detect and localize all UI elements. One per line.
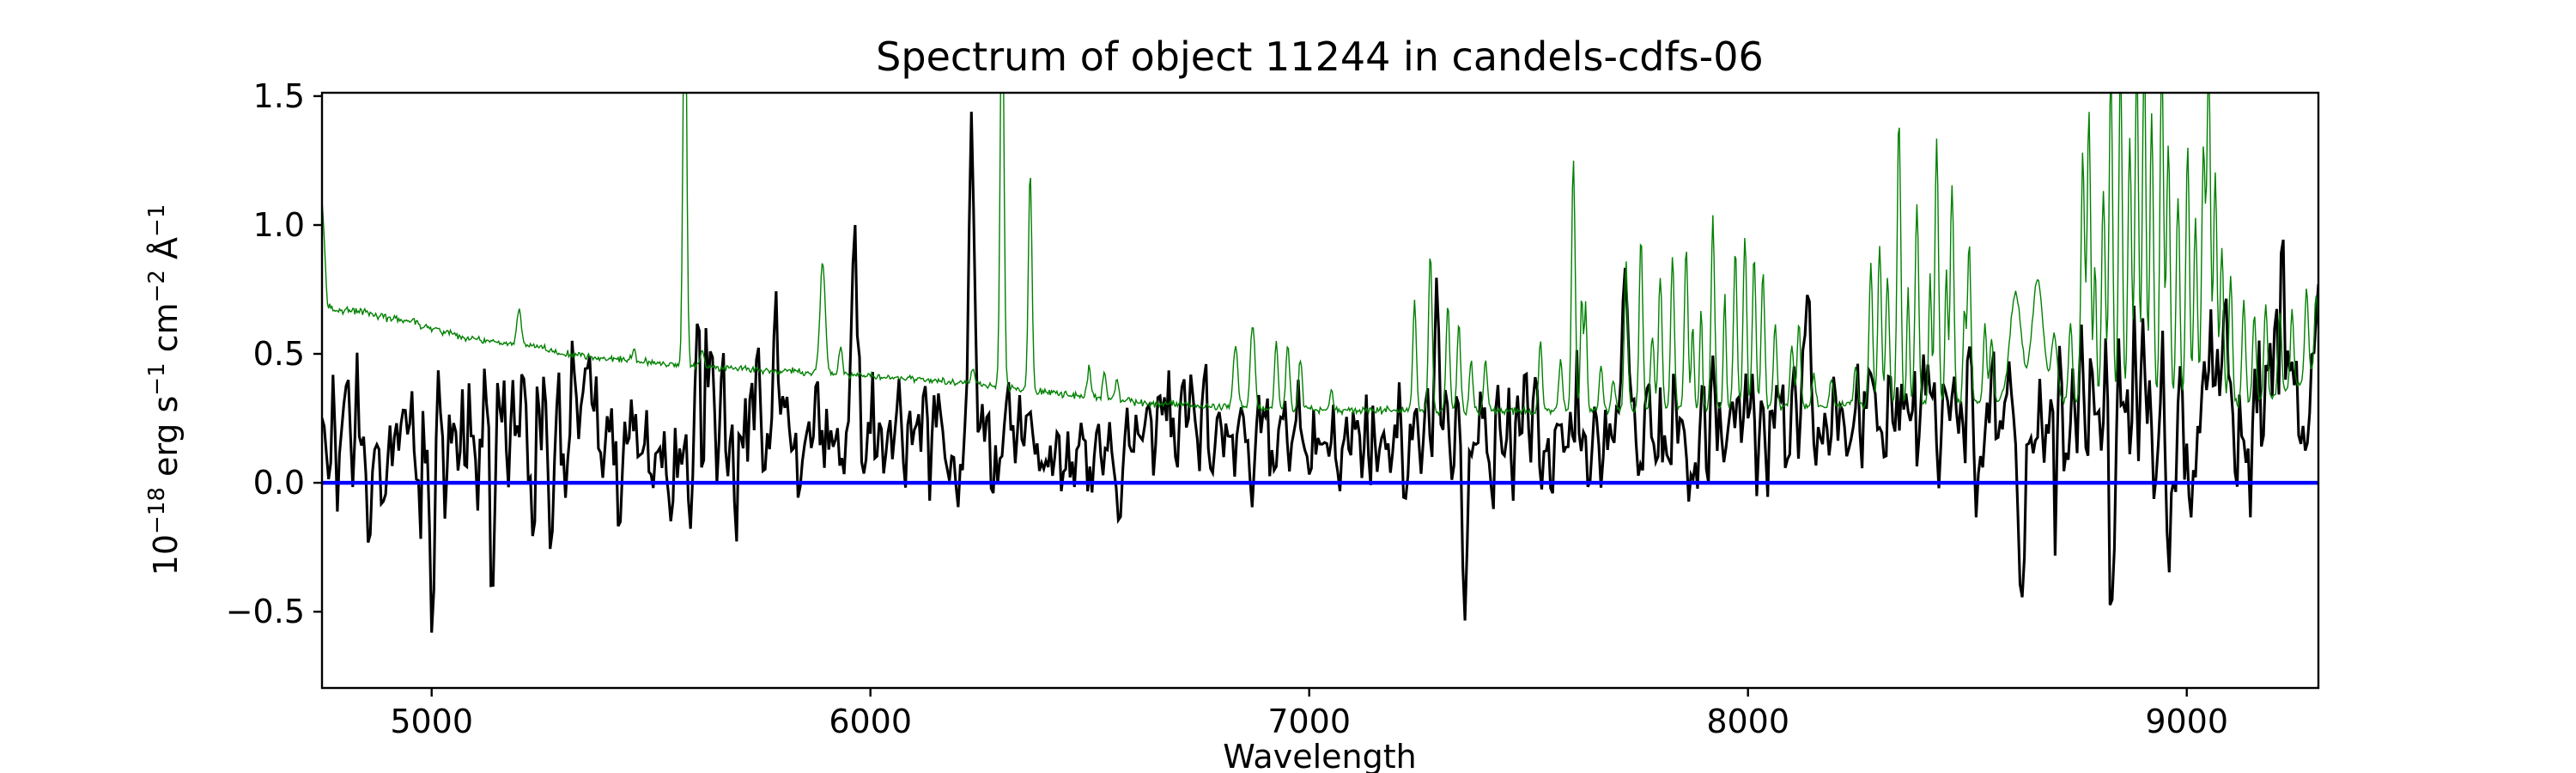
noise-spectrum-line — [322, 93, 2318, 417]
y-tick-label: 0.0 — [253, 464, 305, 502]
y-axis-ticks: −0.5 0.0 0.5 1.0 1.5 — [226, 77, 322, 630]
y-tick-label: 0.5 — [253, 335, 305, 373]
y-axis-label: 10−18 erg s−1 cm−2 Å−1 — [144, 204, 185, 576]
y-axis-label-superscript: −1 — [144, 204, 170, 237]
x-tick-label: 6000 — [829, 703, 912, 740]
flux-spectrum-line — [322, 112, 2318, 633]
y-axis-label-superscript: −1 — [144, 362, 170, 395]
x-tick-label: 8000 — [1706, 703, 1789, 740]
y-axis-label-text: Å — [147, 237, 185, 270]
axes-spines — [320, 91, 2320, 690]
y-tick-label: −0.5 — [226, 593, 305, 630]
x-tick-label: 5000 — [390, 703, 473, 740]
x-tick-label: 9000 — [2145, 703, 2228, 740]
y-tick-label: 1.5 — [253, 77, 305, 115]
y-axis-label-text: 10 — [147, 534, 185, 575]
x-tick-label: 7000 — [1267, 703, 1351, 740]
x-axis-label: Wavelength — [1223, 738, 1416, 773]
y-axis-label-superscript: −2 — [144, 270, 170, 302]
y-tick-label: 1.0 — [253, 206, 305, 244]
x-axis-ticks: 5000 6000 7000 8000 9000 — [390, 688, 2228, 740]
y-axis-label-text: erg s — [147, 396, 185, 487]
y-axis-label-text: cm — [147, 302, 185, 362]
plot-series — [322, 93, 2318, 633]
chart-title: Spectrum of object 11244 in candels-cdfs… — [876, 33, 1764, 80]
y-axis-label-superscript: −18 — [144, 487, 170, 534]
